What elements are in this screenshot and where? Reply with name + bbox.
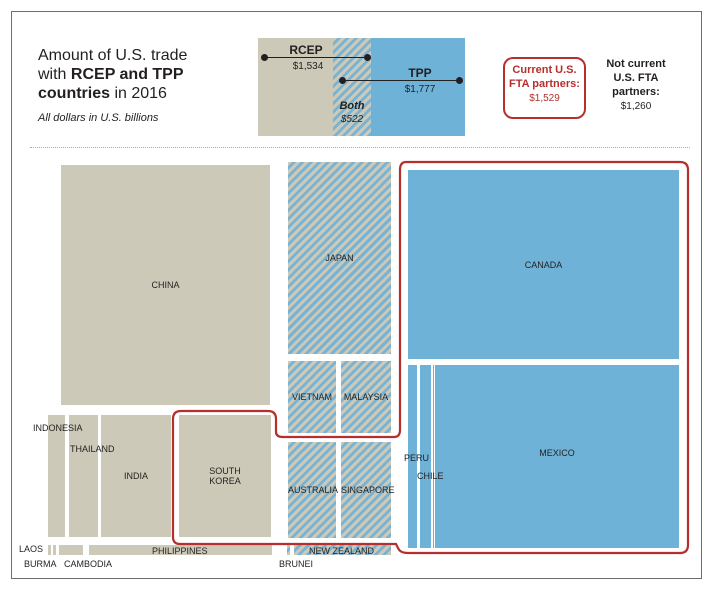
label-south-korea: SOUTH KOREA: [179, 466, 271, 486]
legend-rcep-label: RCEP: [289, 43, 323, 57]
legend-tpp-label: TPP: [408, 66, 432, 80]
cell-chile: [420, 365, 431, 548]
legend-nonfta-label-2: U.S. FTA: [613, 72, 659, 84]
label-mexico: MEXICO: [539, 447, 575, 458]
legend-nonfta-label-3: partners:: [612, 86, 660, 98]
label-south-korea-2: KOREA: [209, 476, 241, 486]
separator-line: [30, 147, 690, 148]
legend-tpp-line: [342, 80, 460, 81]
legend-rcep-line: [264, 57, 368, 58]
cell-south-korea: SOUTH KOREA: [179, 415, 271, 537]
cell-thailand: [69, 415, 98, 537]
cell-malaysia: MALAYSIA: [341, 361, 391, 433]
legend-tpp-value: $1,777: [404, 84, 436, 95]
title-line-3-text: in 2016: [110, 85, 167, 102]
title-line-1: Amount of U.S. trade: [38, 47, 188, 64]
cell-new-zealand: [294, 545, 391, 555]
label-indonesia: INDONESIA: [33, 423, 83, 433]
label-australia: AUSTRALIA: [288, 485, 339, 495]
chart-title: Amount of U.S. trade with RCEP and TPP c…: [38, 46, 187, 103]
title-line-3-bold: countries: [38, 85, 111, 102]
legend-tpp-block: [371, 38, 465, 136]
title-line-2-text: with: [38, 66, 71, 83]
cell-philippines: [89, 545, 272, 555]
label-singapore: SINGAPORE: [341, 485, 395, 495]
fta-outline-path: [171, 160, 690, 555]
cell-brunei: [287, 545, 290, 555]
cell-vietnam: VIETNAM: [288, 361, 336, 433]
legend-nonfta-value: $1,260: [620, 101, 652, 112]
cell-canada: CANADA: [408, 170, 679, 359]
label-burma: BURMA: [24, 559, 57, 569]
label-new-zealand: NEW ZEALAND: [309, 546, 375, 556]
label-india: INDIA: [123, 471, 148, 481]
cell-japan: JAPAN: [288, 162, 391, 354]
chart-subtitle: All dollars in U.S. billions: [38, 112, 159, 124]
cell-australia: AUSTRALIA: [288, 442, 339, 538]
legend-fta-label-2: FTA partners:: [509, 78, 580, 90]
legend-both-value: $522: [340, 114, 364, 125]
label-south-korea-1: SOUTH: [209, 466, 241, 476]
label-philippines: PHILIPPINES: [152, 546, 208, 556]
label-china: CHINA: [151, 280, 180, 290]
cell-china: CHINA: [61, 165, 270, 405]
cell-peru: [408, 365, 417, 548]
cell-singapore: SINGAPORE: [341, 442, 395, 538]
label-canada: CANADA: [524, 259, 563, 270]
legend-rcep-value: $1,534: [292, 61, 324, 72]
label-vietnam: VIETNAM: [291, 392, 332, 402]
cell-cambodia: [59, 545, 83, 555]
title-line-3: countries in 2016: [38, 84, 187, 103]
title-line-2: with RCEP and TPP: [38, 65, 187, 84]
label-peru: PERU: [404, 453, 430, 463]
label-malaysia: MALAYSIA: [343, 392, 389, 402]
cell-mexico: MEXICO: [435, 365, 679, 548]
title-line-2-bold: RCEP and TPP: [70, 66, 184, 83]
label-japan: JAPAN: [325, 253, 354, 263]
legend-rcep-block: [258, 38, 333, 136]
legend-fta-box: [503, 57, 586, 119]
cell-laos: [48, 545, 51, 555]
legend-rcep-end-dot: [364, 54, 371, 61]
cell-india: INDIA: [101, 415, 171, 537]
legend-fta-value: $1,529: [529, 93, 560, 104]
label-laos: LAOS: [19, 544, 44, 554]
label-cambodia: CAMBODIA: [64, 559, 113, 569]
cell-burma: [53, 545, 56, 555]
legend-fta-label-1: Current U.S.: [512, 64, 577, 76]
legend-rcep-start-dot: [261, 54, 268, 61]
label-thailand: THAILAND: [70, 444, 115, 454]
label-chile: CHILE: [417, 471, 444, 481]
legend-tpp-end-dot: [456, 77, 463, 84]
legend-nonfta-label-1: Not current: [606, 58, 666, 70]
label-brunei: BRUNEI: [279, 559, 314, 569]
legend-both-label: Both: [339, 100, 365, 112]
cell-indonesia: [48, 415, 65, 537]
cell-extra-tpp: [433, 365, 434, 548]
legend-tpp-start-dot: [339, 77, 346, 84]
